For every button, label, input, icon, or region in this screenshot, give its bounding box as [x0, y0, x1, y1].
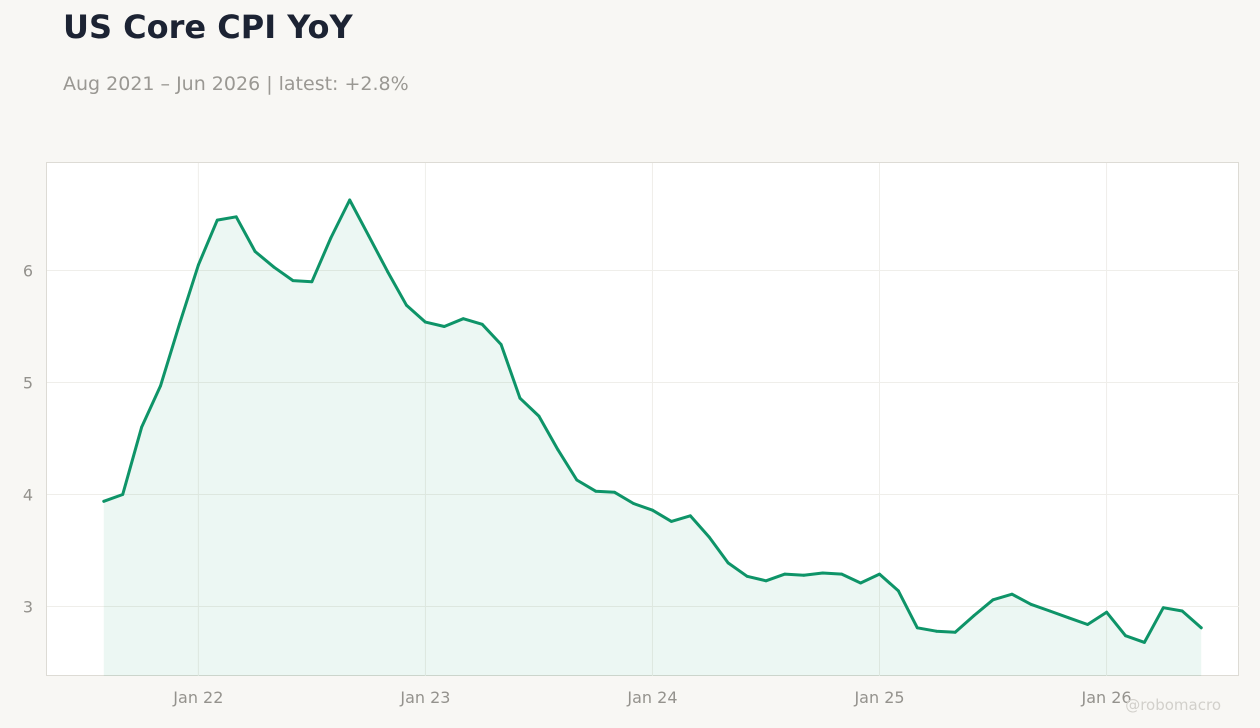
data-point — [821, 571, 825, 575]
y-tick-label: 3 — [23, 598, 33, 617]
data-point — [1067, 616, 1071, 620]
data-point — [972, 614, 976, 617]
data-point — [915, 626, 919, 630]
data-point — [1029, 602, 1033, 606]
chart-subtitle: Aug 2021 – Jun 2026 | latest: +2.8% — [63, 73, 409, 95]
y-tick-label: 5 — [23, 374, 33, 393]
data-point — [991, 598, 995, 602]
data-point — [405, 303, 408, 307]
data-point — [518, 396, 522, 400]
data-point — [1199, 626, 1203, 630]
data-point — [234, 215, 238, 219]
data-point — [670, 520, 673, 523]
data-point — [764, 579, 768, 583]
x-tick-label: Jan 24 — [626, 688, 677, 707]
data-point — [556, 448, 560, 452]
data-point — [726, 561, 730, 565]
data-point — [499, 343, 503, 346]
data-point — [1180, 609, 1184, 613]
data-point — [386, 270, 389, 273]
data-point — [859, 581, 862, 585]
data-point — [461, 317, 465, 321]
data-point — [424, 320, 427, 324]
data-point — [291, 279, 295, 282]
data-point — [215, 218, 219, 222]
y-axis-ticks: 3 4 5 6 — [23, 262, 33, 617]
data-point — [1161, 606, 1165, 610]
data-point — [688, 514, 692, 518]
data-point — [197, 263, 200, 267]
chart-title: US Core CPI YoY — [63, 8, 353, 46]
data-point — [348, 198, 352, 202]
data-point — [745, 574, 749, 578]
data-point — [953, 630, 957, 634]
data-point — [1143, 641, 1146, 644]
x-axis-ticks: Jan 22 Jan 23 Jan 24 Jan 25 Jan 26 — [172, 688, 1131, 707]
data-point — [329, 236, 333, 240]
data-point — [783, 572, 787, 576]
data-point — [802, 573, 806, 577]
x-tick-label: Jan 22 — [172, 688, 223, 707]
data-point — [897, 589, 900, 593]
plot-area — [46, 162, 1239, 676]
data-point — [575, 478, 579, 482]
data-point — [159, 384, 162, 388]
data-point — [272, 265, 276, 269]
data-point — [934, 629, 938, 633]
data-point — [253, 250, 257, 253]
data-point — [1010, 592, 1014, 596]
data-point — [707, 535, 711, 539]
data-point — [537, 414, 541, 418]
data-point — [1048, 609, 1052, 613]
data-point — [1086, 623, 1089, 626]
data-point — [632, 502, 635, 505]
data-point — [1124, 634, 1127, 638]
y-tick-label: 6 — [23, 262, 33, 281]
data-point — [1105, 610, 1108, 614]
x-tick-label: Jan 25 — [853, 688, 904, 707]
data-point — [878, 572, 881, 576]
data-point — [140, 425, 144, 429]
data-point — [594, 489, 598, 493]
data-point — [102, 499, 106, 503]
x-tick-label: Jan 26 — [1081, 688, 1132, 707]
data-point — [613, 490, 616, 494]
y-tick-label: 4 — [23, 486, 33, 505]
data-point — [480, 322, 484, 326]
data-point — [651, 508, 654, 512]
series-area — [103, 200, 1202, 676]
data-point — [840, 572, 844, 576]
data-point — [178, 322, 181, 326]
data-point — [310, 280, 314, 284]
data-point — [442, 325, 446, 328]
data-points — [102, 198, 1203, 644]
data-point — [121, 493, 125, 496]
x-tick-label: Jan 23 — [399, 688, 450, 707]
data-point — [367, 234, 371, 238]
watermark-label: @robomacro — [1125, 696, 1221, 714]
